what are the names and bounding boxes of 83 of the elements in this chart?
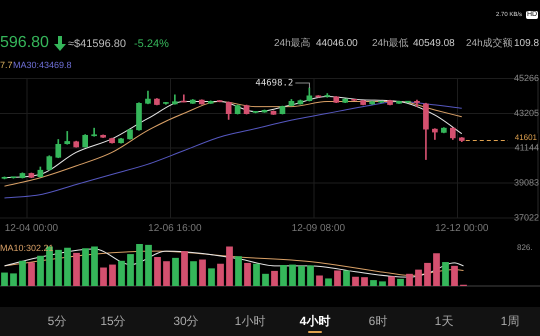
text: 109.8	[514, 38, 540, 49]
x-tick-label: 12-09 08:00	[292, 222, 346, 234]
text: 15分	[99, 313, 127, 330]
bar	[235, 256, 242, 286]
annotation: 826.	[517, 243, 533, 252]
text: 30分	[172, 313, 200, 330]
bar	[334, 270, 341, 286]
bar	[370, 280, 377, 286]
bar	[10, 273, 17, 286]
bar	[226, 246, 233, 286]
x-tick-label: 12-06 16:00	[148, 222, 202, 234]
bar	[154, 257, 161, 286]
bar	[91, 246, 98, 286]
bar	[163, 261, 170, 286]
candlestick	[100, 134, 106, 138]
bar	[397, 278, 404, 286]
bar	[109, 264, 116, 286]
annotation: MA10:302.21	[0, 243, 54, 253]
bar	[262, 274, 269, 286]
bar	[100, 268, 107, 286]
bar	[64, 248, 71, 286]
bar	[37, 256, 44, 286]
bar	[406, 274, 413, 286]
text: 44046.00	[316, 38, 358, 49]
bar	[181, 251, 188, 286]
bar	[361, 277, 368, 286]
bar	[451, 266, 458, 286]
bar	[271, 270, 278, 286]
bar	[136, 244, 143, 286]
bar	[325, 278, 332, 286]
text: 1小时	[234, 313, 266, 330]
bar	[145, 244, 152, 286]
bar	[244, 262, 251, 286]
text: 1周	[500, 313, 520, 330]
text: 1天	[434, 313, 454, 330]
bar	[73, 252, 80, 286]
bar	[442, 262, 449, 286]
text: 40549.08	[413, 38, 455, 49]
bar	[118, 260, 125, 286]
bar	[388, 276, 395, 286]
bar	[289, 264, 296, 286]
bar	[199, 260, 206, 286]
ref-line-label: 41601	[514, 133, 538, 142]
bar	[298, 266, 305, 286]
bar	[307, 265, 314, 286]
y-tick-label: 39083	[514, 178, 539, 188]
text: MA30:43469.8	[13, 60, 72, 71]
text: 24h最高	[274, 38, 311, 49]
y-tick-label: 37022	[514, 212, 539, 222]
x-tick-label: 12-04 00:00	[4, 222, 59, 234]
y-tick-label: 45266	[514, 72, 539, 83]
text: 6时	[368, 313, 388, 330]
bar	[352, 276, 359, 286]
bar	[280, 265, 287, 286]
bar	[55, 250, 62, 286]
text: 4小时	[298, 313, 332, 330]
bar	[217, 264, 224, 286]
bar	[343, 270, 350, 286]
bar	[28, 262, 35, 286]
text: 24h最低	[372, 38, 409, 49]
annotation: 44698.2	[255, 78, 294, 88]
bar	[19, 260, 26, 286]
y-tick-label: 41144	[514, 142, 539, 153]
x-tick-label: 12-12 00:00	[435, 222, 489, 234]
text: -5.24%	[134, 38, 169, 50]
y-tick-label: 43205	[514, 108, 539, 118]
bar	[208, 268, 215, 286]
bar	[1, 272, 8, 286]
bar	[82, 248, 89, 286]
bar	[172, 258, 179, 286]
bar	[127, 254, 134, 286]
bar	[415, 270, 422, 286]
bar	[316, 276, 323, 286]
text: ≈$41596.80	[68, 38, 126, 50]
text: 24h成交额	[466, 38, 513, 49]
text: 7.7	[0, 60, 13, 71]
bar	[433, 253, 440, 286]
bar	[253, 264, 260, 286]
bar	[190, 261, 197, 286]
text: 5分	[46, 313, 68, 330]
bar	[379, 281, 386, 286]
bar	[424, 262, 431, 286]
text: 596.80	[0, 34, 49, 52]
